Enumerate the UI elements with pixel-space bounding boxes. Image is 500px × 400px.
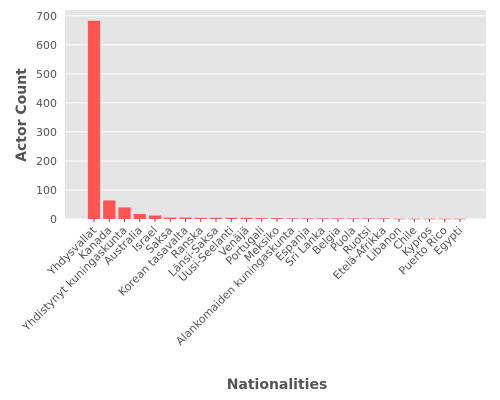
y-tick-label: 500 xyxy=(36,68,57,81)
gridlines xyxy=(65,15,486,220)
bar xyxy=(301,218,314,220)
y-tick-label: 100 xyxy=(36,184,57,197)
bar xyxy=(148,215,162,219)
bar xyxy=(347,218,360,220)
y-tick-label: 400 xyxy=(36,97,57,110)
y-tick-label: 300 xyxy=(36,126,57,139)
bar xyxy=(286,218,299,220)
y-axis-ticks: 0 100 200 300 400 500 600 700 xyxy=(36,10,57,226)
bar xyxy=(209,217,223,219)
bar xyxy=(133,214,146,219)
bars xyxy=(87,20,467,220)
bar xyxy=(331,218,345,220)
y-axis-title: Actor Count xyxy=(14,68,30,162)
bar xyxy=(179,217,192,219)
y-tick-label: 700 xyxy=(36,10,57,23)
x-axis-title: Nationalities xyxy=(227,377,328,393)
bar xyxy=(194,217,207,219)
bar xyxy=(270,218,284,219)
y-tick-label: 200 xyxy=(36,155,57,168)
bar xyxy=(103,200,116,219)
bar xyxy=(164,217,177,219)
bar xyxy=(225,217,238,219)
bar xyxy=(118,207,131,219)
plot-area xyxy=(65,10,486,219)
bar xyxy=(316,218,329,220)
bar xyxy=(377,218,390,220)
y-tick-label: 600 xyxy=(36,39,57,52)
bar xyxy=(87,20,101,219)
bar xyxy=(240,217,253,219)
y-tick-label: 0 xyxy=(50,213,57,226)
bar xyxy=(362,218,375,220)
bar xyxy=(255,218,268,219)
